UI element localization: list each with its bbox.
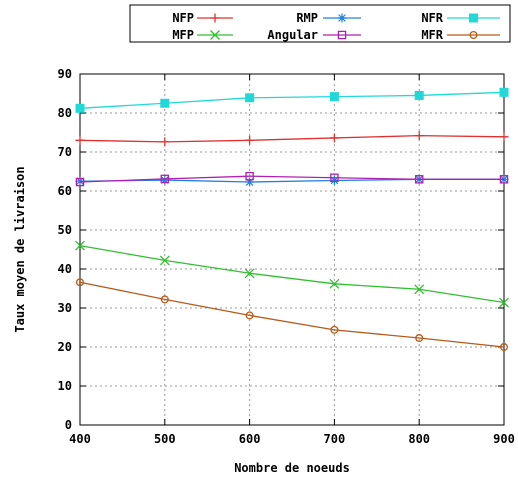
series-nfp bbox=[75, 131, 509, 147]
star-marker bbox=[329, 175, 339, 185]
series-line bbox=[79, 91, 505, 109]
filled-square-marker bbox=[499, 87, 509, 97]
circle-marker bbox=[469, 30, 478, 40]
square-marker bbox=[75, 177, 85, 187]
x-marker bbox=[329, 278, 340, 289]
x-tick-label: 600 bbox=[239, 432, 261, 446]
square-marker bbox=[337, 30, 347, 40]
x-tick-label: 500 bbox=[154, 432, 176, 446]
star-marker bbox=[337, 13, 347, 23]
star-marker bbox=[245, 177, 255, 187]
square-marker bbox=[499, 175, 509, 184]
star-marker bbox=[160, 175, 170, 185]
filled-square-marker bbox=[469, 13, 478, 23]
y-tick-label: 10 bbox=[58, 379, 72, 393]
legend-box bbox=[129, 4, 511, 43]
circle-marker bbox=[415, 334, 424, 343]
legend-item-nfr: NFR bbox=[421, 11, 500, 25]
plus-marker bbox=[210, 13, 220, 23]
circle-marker bbox=[75, 278, 85, 287]
legend-item-mfr: MFR bbox=[421, 28, 500, 42]
x-marker bbox=[210, 30, 220, 40]
series-mfp bbox=[75, 240, 509, 308]
x-marker bbox=[244, 268, 255, 279]
x-marker bbox=[159, 255, 170, 266]
legend-item-nfp: NFP bbox=[172, 11, 233, 25]
legend-label: RMP bbox=[296, 11, 318, 25]
legend-item-angular: Angular bbox=[267, 28, 361, 42]
y-tick-label: 0 bbox=[65, 418, 72, 432]
series-nfr bbox=[75, 87, 509, 113]
y-axis-label: Taux moyen de livraison bbox=[13, 166, 27, 332]
series-line bbox=[79, 175, 504, 183]
filled-square-marker bbox=[245, 93, 255, 103]
axis-ticks: 0 10 20 30 40 50 60 70 80 90 400 500 600 700 800 900 bbox=[58, 67, 515, 446]
series-group bbox=[75, 87, 509, 352]
series-line bbox=[79, 134, 505, 143]
x-marker bbox=[75, 240, 85, 251]
square-marker bbox=[414, 175, 424, 184]
square-marker bbox=[330, 173, 339, 182]
y-tick-label: 50 bbox=[58, 223, 72, 237]
series-line bbox=[79, 244, 505, 304]
x-marker bbox=[414, 284, 425, 295]
y-tick-label: 60 bbox=[58, 184, 72, 198]
filled-square-marker bbox=[75, 103, 85, 113]
star-marker bbox=[75, 176, 85, 186]
y-tick-label: 30 bbox=[58, 301, 72, 315]
square-marker bbox=[245, 171, 254, 181]
y-tick-label: 20 bbox=[58, 340, 72, 354]
legend-label: NFR bbox=[421, 11, 443, 25]
square-marker bbox=[160, 174, 170, 184]
x-marker bbox=[499, 297, 509, 308]
circle-marker bbox=[330, 325, 339, 334]
series-angular bbox=[75, 171, 509, 187]
plus-marker bbox=[245, 135, 255, 145]
plus-marker bbox=[499, 132, 509, 142]
circle-marker bbox=[499, 342, 509, 352]
plot-frame bbox=[79, 73, 505, 426]
plus-marker bbox=[414, 131, 424, 141]
x-axis-label: Nombre de noeuds bbox=[234, 461, 350, 475]
y-tick-label: 80 bbox=[58, 106, 72, 120]
legend-item-rmp: RMP bbox=[296, 11, 361, 25]
y-tick-label: 70 bbox=[58, 145, 72, 159]
legend-label: Angular bbox=[267, 28, 318, 42]
filled-square-marker bbox=[160, 98, 170, 108]
x-tick-label: 800 bbox=[408, 432, 430, 446]
plus-marker bbox=[329, 133, 339, 143]
legend: NFP MFP RMP Angular NFR MFR bbox=[129, 4, 511, 43]
circle-marker bbox=[160, 295, 169, 304]
series-line bbox=[79, 281, 505, 348]
grid bbox=[80, 74, 504, 425]
legend-label: MFR bbox=[421, 28, 443, 42]
filled-square-marker bbox=[414, 90, 424, 100]
y-tick-label: 40 bbox=[58, 262, 72, 276]
series-mfr bbox=[75, 278, 509, 352]
y-tick-label: 90 bbox=[58, 67, 72, 81]
filled-square-marker bbox=[329, 92, 339, 102]
legend-label: NFP bbox=[172, 11, 194, 25]
x-tick-label: 400 bbox=[69, 432, 91, 446]
circle-marker bbox=[245, 311, 254, 320]
x-tick-label: 900 bbox=[493, 432, 515, 446]
legend-item-mfp: MFP bbox=[172, 28, 233, 42]
legend-label: MFP bbox=[172, 28, 194, 42]
x-tick-label: 700 bbox=[324, 432, 346, 446]
plus-marker bbox=[75, 135, 85, 145]
plus-marker bbox=[160, 137, 170, 147]
